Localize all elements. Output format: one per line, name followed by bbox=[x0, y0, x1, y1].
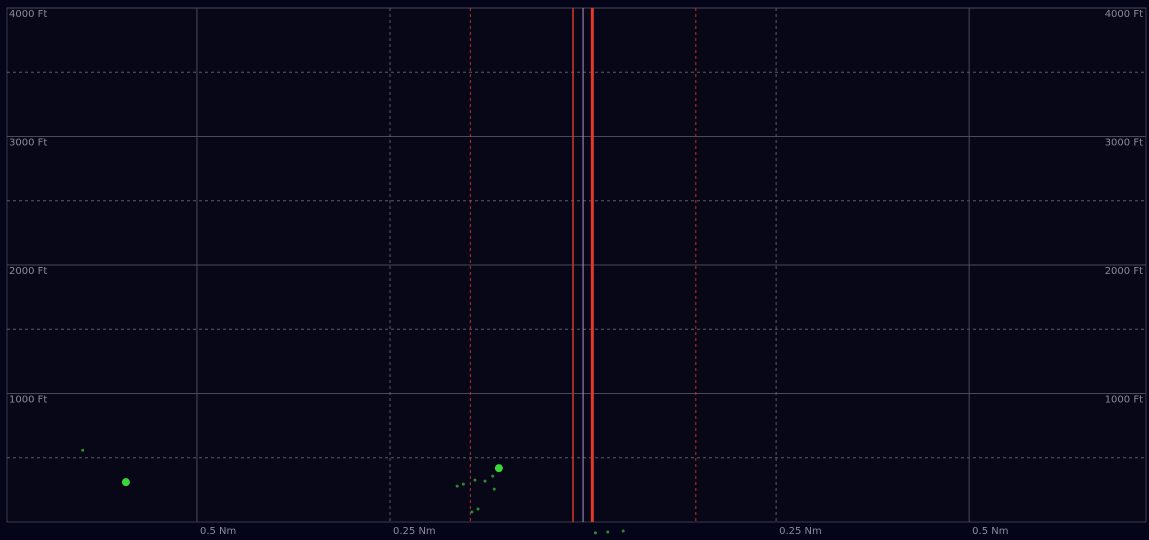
target-point bbox=[491, 474, 495, 478]
y-tick-label: 2000 Ft bbox=[9, 266, 47, 277]
x-tick-label: 0.25 Nm bbox=[393, 526, 436, 537]
y-tick-label-right: 4000 Ft bbox=[1105, 9, 1143, 20]
target-point bbox=[455, 484, 459, 488]
y-tick-label-right: 1000 Ft bbox=[1105, 395, 1143, 406]
y-tick-label: 3000 Ft bbox=[9, 138, 47, 149]
target-point bbox=[494, 464, 503, 473]
y-tick-label: 1000 Ft bbox=[9, 395, 47, 406]
y-tick-label-right: 3000 Ft bbox=[1105, 138, 1143, 149]
x-tick-label: 0.5 Nm bbox=[200, 526, 236, 537]
target-point bbox=[473, 478, 477, 482]
target-point bbox=[483, 479, 487, 483]
target-point bbox=[470, 510, 474, 514]
x-tick-label: 0.5 Nm bbox=[972, 526, 1008, 537]
target-point bbox=[593, 531, 597, 535]
target-point bbox=[621, 529, 625, 533]
x-tick-label: 0.25 Nm bbox=[779, 526, 822, 537]
target-point bbox=[121, 478, 130, 487]
target-point bbox=[492, 487, 496, 491]
y-tick-label: 4000 Ft bbox=[9, 9, 47, 20]
target-point bbox=[461, 482, 465, 486]
y-tick-label-right: 2000 Ft bbox=[1105, 266, 1143, 277]
target-point bbox=[81, 448, 85, 452]
target-point bbox=[606, 530, 610, 534]
target-point bbox=[476, 507, 480, 511]
